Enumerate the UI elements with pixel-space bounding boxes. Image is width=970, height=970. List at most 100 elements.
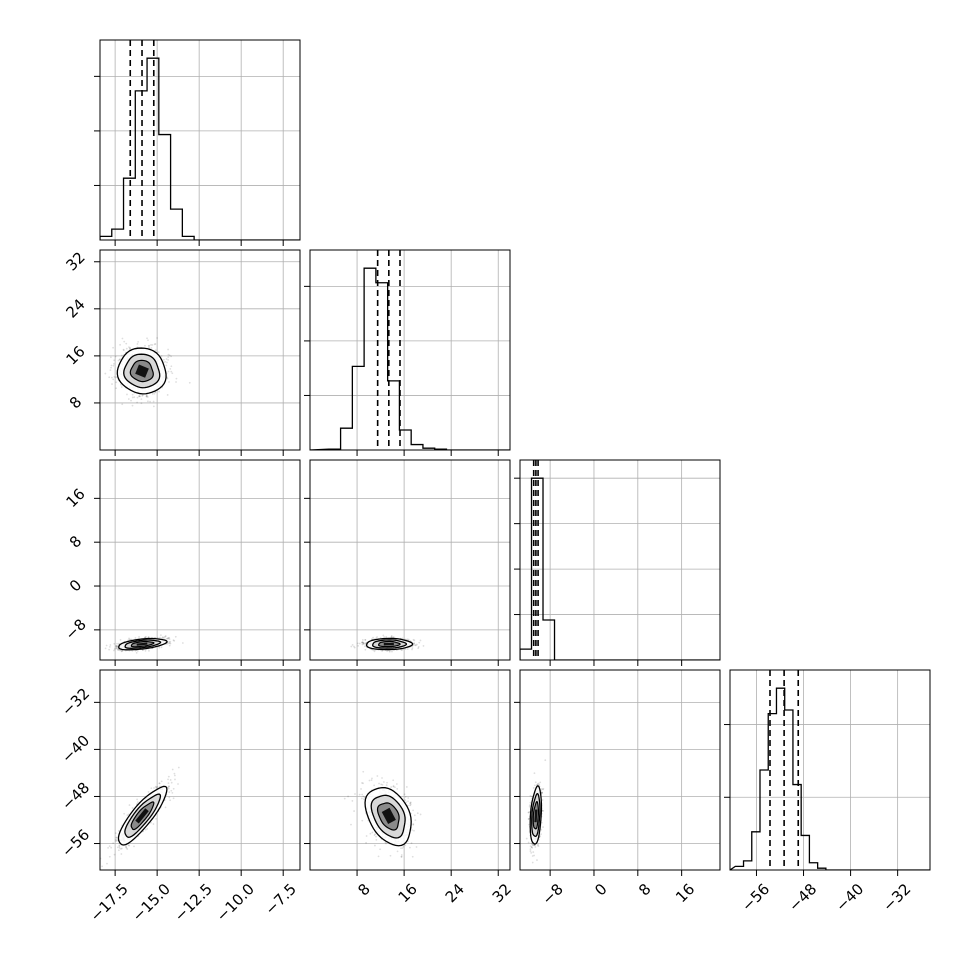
sample-point: [400, 847, 402, 850]
sample-point: [350, 645, 353, 648]
sample-point: [140, 398, 143, 401]
sample-point: [364, 648, 367, 651]
sample-point: [536, 859, 538, 861]
hist-panel-3: [724, 670, 930, 876]
sample-point: [113, 648, 116, 650]
sample-point: [140, 402, 143, 405]
sample-point: [168, 796, 171, 799]
sample-point: [147, 345, 150, 347]
sample-point: [113, 359, 116, 362]
sample-point: [530, 846, 533, 849]
pair-panel-1-2: [304, 460, 510, 666]
sample-point: [116, 846, 119, 849]
sample-point: [110, 366, 112, 369]
sample-point: [153, 787, 155, 789]
sample-point: [362, 642, 365, 644]
sample-point: [120, 649, 123, 652]
sample-point: [358, 642, 361, 645]
sample-point: [163, 636, 166, 639]
histogram-step: [100, 57, 300, 240]
sample-point: [356, 642, 359, 645]
pair-panel-0-3: [94, 670, 300, 876]
sample-point: [145, 635, 147, 638]
sample-point: [394, 786, 396, 789]
sample-point: [154, 785, 157, 788]
sample-point: [347, 795, 349, 798]
sample-point: [354, 793, 356, 795]
sample-point: [122, 348, 125, 351]
sample-point: [150, 821, 152, 824]
sample-point: [167, 642, 170, 645]
sample-point: [155, 817, 157, 820]
sample-point: [164, 360, 167, 363]
sample-point: [119, 343, 121, 346]
sample-point: [360, 788, 362, 790]
sample-point: [353, 810, 355, 812]
hist-panel-1: [304, 250, 510, 456]
pair-content: [100, 766, 180, 868]
sample-point: [542, 788, 544, 791]
sample-point: [108, 845, 111, 848]
sample-point: [154, 343, 157, 345]
pair-panel-0-1: [94, 250, 300, 456]
sample-point: [167, 787, 170, 790]
sample-point: [362, 643, 365, 645]
sample-point: [165, 358, 168, 360]
sample-point: [168, 644, 171, 647]
sample-point: [155, 786, 158, 789]
sample-point: [525, 837, 528, 840]
sample-point: [120, 383, 122, 386]
sample-point: [167, 348, 169, 351]
sample-point: [392, 636, 395, 638]
sample-point: [131, 393, 134, 396]
sample-point: [174, 635, 177, 638]
sample-point: [117, 642, 120, 645]
sample-point: [400, 648, 403, 651]
density-peak: [383, 642, 394, 646]
sample-point: [133, 845, 135, 848]
sample-point: [112, 842, 115, 844]
sample-point: [166, 637, 169, 640]
sample-point: [121, 337, 124, 340]
sample-point: [373, 649, 375, 652]
sample-point: [113, 376, 116, 378]
sample-point: [374, 833, 377, 836]
sample-point: [368, 779, 371, 782]
sample-point: [145, 395, 148, 398]
sample-point: [174, 778, 176, 781]
sample-point: [360, 797, 363, 800]
sample-point: [164, 635, 167, 637]
sample-point: [115, 645, 118, 648]
sample-point: [121, 650, 124, 652]
sample-point: [351, 644, 354, 646]
sample-point: [159, 636, 161, 639]
density-peak: [136, 642, 148, 646]
sample-point: [105, 644, 108, 647]
sample-point: [401, 637, 404, 640]
sample-point: [129, 347, 132, 349]
sample-point: [133, 396, 136, 399]
sample-point: [125, 845, 127, 848]
density-peak: [381, 807, 396, 824]
sample-point: [121, 403, 124, 406]
sample-point: [161, 636, 164, 638]
sample-point: [154, 349, 157, 352]
sample-point: [411, 829, 413, 831]
sample-point: [165, 638, 168, 640]
sample-point: [177, 766, 180, 769]
sample-point: [125, 846, 127, 849]
sample-point: [173, 639, 176, 642]
sample-point: [125, 342, 128, 345]
sample-point: [404, 844, 407, 847]
sample-point: [165, 364, 168, 367]
sample-point: [409, 804, 411, 807]
sample-point: [410, 842, 413, 845]
sample-point: [167, 637, 170, 639]
sample-point: [343, 797, 346, 800]
sample-point: [413, 814, 416, 817]
sample-point: [144, 344, 146, 347]
sample-point: [363, 642, 366, 645]
sample-point: [108, 648, 111, 651]
density-peak: [135, 808, 149, 824]
sample-point: [145, 394, 148, 397]
